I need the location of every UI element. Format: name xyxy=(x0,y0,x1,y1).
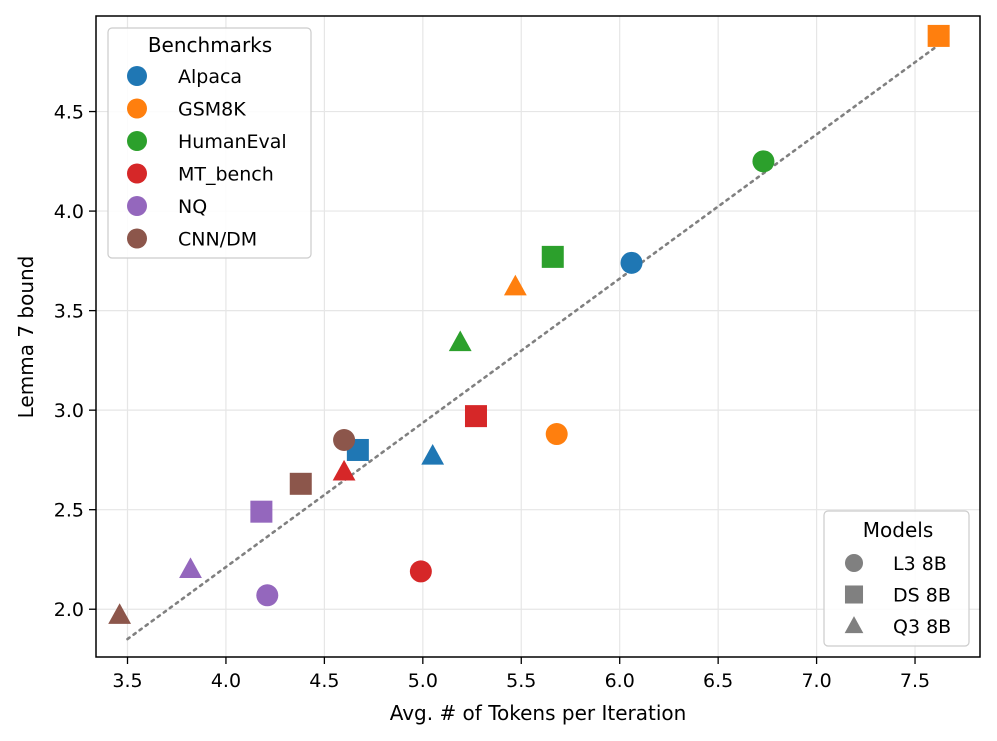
data-point-mt-bench-q3-8b xyxy=(332,459,356,481)
data-point-humaneval-q3-8b xyxy=(448,330,472,352)
x-tick-label: 4.5 xyxy=(309,670,339,692)
model-legend-title: Models xyxy=(863,518,933,542)
data-point-gsm8k-l3-8b xyxy=(545,423,568,446)
model-legend-marker xyxy=(844,616,864,634)
data-point-humaneval-ds-8b xyxy=(541,245,564,268)
model-legend-frame xyxy=(823,510,970,647)
data-point-nq-l3-8b xyxy=(256,584,279,607)
y-tick-label: 3.0 xyxy=(54,400,84,422)
benchmark-legend: Benchmarks Alpaca GSM8K HumanEval MT_bench N… xyxy=(107,27,312,259)
data-point-gsm8k-q3-8b xyxy=(503,274,527,296)
plot-frame xyxy=(95,15,981,658)
data-point-nq-ds-8b xyxy=(250,500,273,523)
benchmark-legend-marker xyxy=(127,131,147,151)
benchmark-legend-label: NQ xyxy=(178,196,207,218)
benchmark-legend-label: MT_bench xyxy=(178,164,274,186)
benchmark-legend-label: Alpaca xyxy=(178,66,242,88)
benchmark-legend-marker xyxy=(127,98,147,119)
model-legend-label: Q3 8B xyxy=(893,616,951,638)
benchmark-legend-label: GSM8K xyxy=(178,99,246,121)
benchmark-legend-marker xyxy=(127,163,147,184)
benchmark-legend-marker xyxy=(127,196,147,216)
benchmark-legend-marker xyxy=(127,228,147,249)
benchmark-legend-label: CNN/DM xyxy=(178,229,257,251)
x-tick-label: 5.0 xyxy=(408,670,438,692)
y-tick-label: 3.5 xyxy=(54,301,84,323)
y-tick-label: 4.5 xyxy=(54,102,84,124)
data-point-nq-q3-8b xyxy=(179,557,202,579)
model-legend: Models L3 8B DS 8B Q3 8B xyxy=(823,510,970,647)
model-legend-marker xyxy=(844,585,864,604)
axis-ticks: 3.5 4.0 4.5 5.0 5.5 6.0 6.5 7.0 7.5 2.0 2.5 3.0 3.5 4… xyxy=(54,102,930,692)
data-points xyxy=(108,24,950,624)
model-legend-marker xyxy=(844,553,864,573)
data-point-cnn-dm-ds-8b xyxy=(289,472,312,495)
trend-line xyxy=(126,46,937,641)
benchmark-legend-marker xyxy=(127,66,147,86)
y-tick-label: 4.0 xyxy=(54,201,84,223)
x-tick-label: 5.5 xyxy=(506,670,536,692)
y-axis-label: Lemma 7 bound xyxy=(14,256,38,419)
x-axis-label: Avg. # of Tokens per Iteration xyxy=(390,701,687,725)
data-point-gsm8k-ds-8b xyxy=(927,24,950,47)
data-point-cnn-dm-l3-8b xyxy=(333,429,356,452)
benchmark-legend-frame xyxy=(107,27,312,259)
x-tick-label: 3.5 xyxy=(112,670,142,692)
benchmark-legend-title: Benchmarks xyxy=(148,33,272,57)
x-tick-label: 4.0 xyxy=(211,670,241,692)
trend-line-group xyxy=(126,46,937,641)
data-point-mt-bench-l3-8b xyxy=(409,560,432,583)
data-point-alpaca-l3-8b xyxy=(620,251,643,274)
model-legend-label: L3 8B xyxy=(893,553,947,575)
data-point-alpaca-q3-8b xyxy=(421,443,445,465)
y-tick-label: 2.5 xyxy=(54,500,84,522)
benchmark-legend-label: HumanEval xyxy=(178,131,287,153)
data-point-humaneval-l3-8b xyxy=(752,150,775,173)
y-tick-label: 2.0 xyxy=(54,599,84,621)
x-tick-label: 7.0 xyxy=(801,670,831,692)
x-tick-label: 6.0 xyxy=(605,670,635,692)
x-tick-label: 6.5 xyxy=(703,670,733,692)
data-point-mt-bench-ds-8b xyxy=(464,405,487,428)
data-point-cnn-dm-q3-8b xyxy=(108,603,132,624)
model-legend-label: DS 8B xyxy=(893,585,951,607)
x-tick-label: 7.5 xyxy=(900,670,930,692)
